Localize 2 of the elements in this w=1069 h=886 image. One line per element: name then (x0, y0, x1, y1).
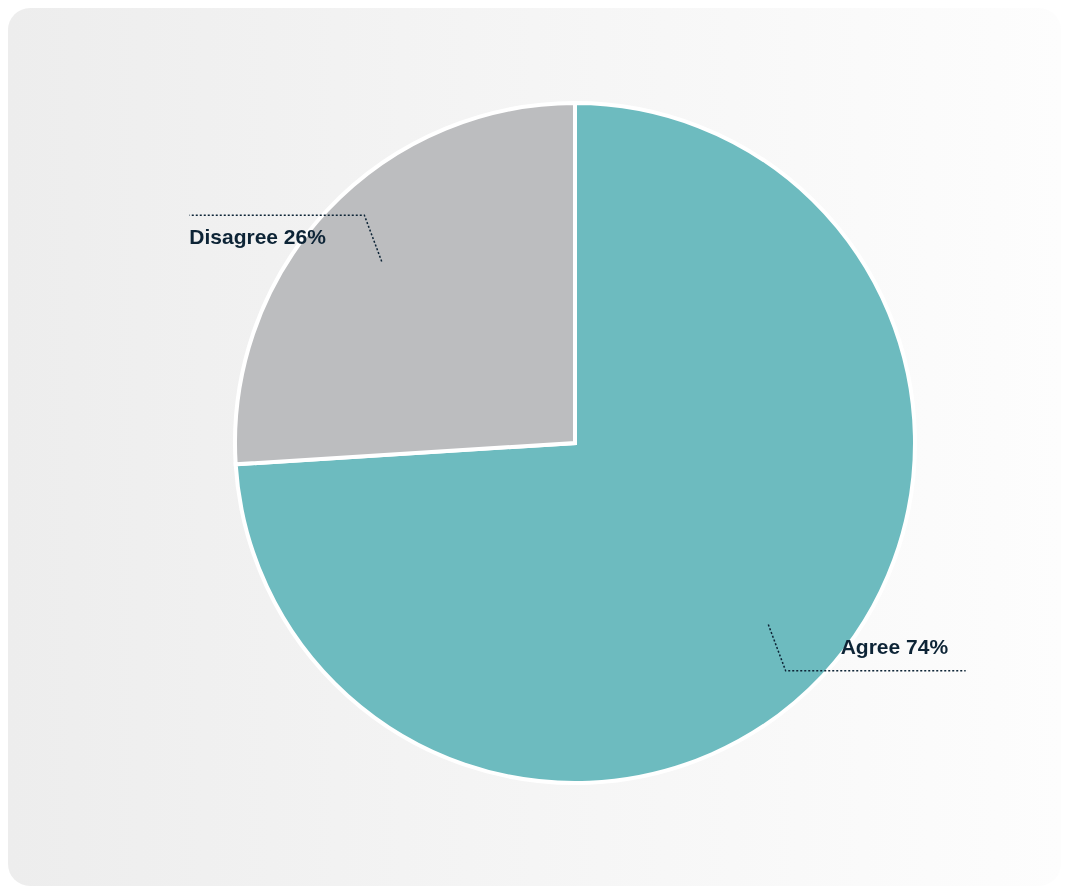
slice-label: Disagree 26% (189, 225, 327, 249)
slice-label: Agree 74% (840, 634, 949, 658)
